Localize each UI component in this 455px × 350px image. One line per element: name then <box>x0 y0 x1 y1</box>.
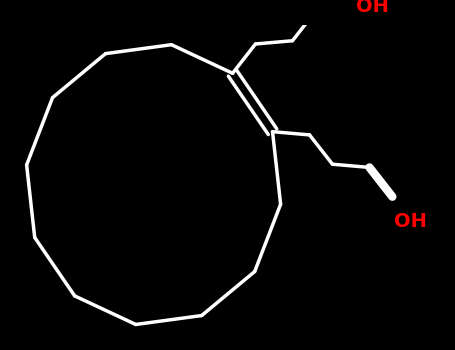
Text: OH: OH <box>356 0 389 16</box>
Text: OH: OH <box>394 212 427 231</box>
